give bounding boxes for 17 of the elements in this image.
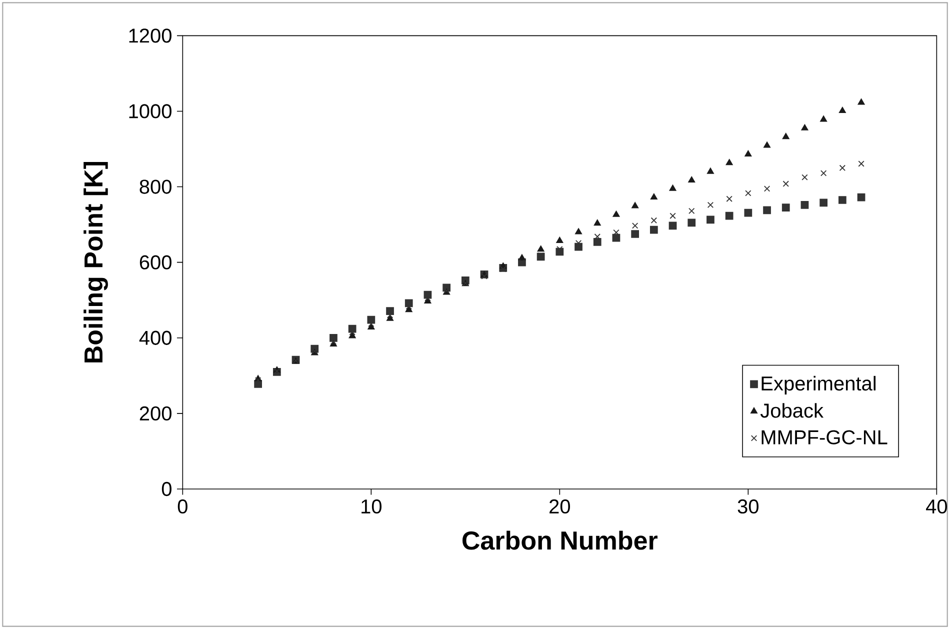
legend-label: MMPF-GC-NL	[762, 430, 888, 444]
x-axis-title: Carbon Number	[462, 530, 658, 550]
y-tick-label: 400	[139, 330, 172, 345]
y-tick-label: 1200	[129, 28, 172, 43]
legend-label: Experimental	[762, 376, 876, 395]
y-tick-label: 0	[162, 482, 172, 496]
y-tick-label: 1000	[129, 104, 172, 118]
y-tick-label: 800	[140, 180, 172, 194]
x-tick-label: 30	[738, 499, 758, 514]
x-tick-label: 10	[362, 499, 382, 514]
legend-label: Joback	[760, 403, 824, 418]
y-tick-label: 600	[140, 255, 172, 270]
x-tick-label: 40	[926, 499, 947, 514]
y-axis-title: Boiling Point [K]	[84, 162, 108, 362]
x-tick-label: 20	[550, 499, 570, 514]
x-tick-label: 0	[178, 499, 188, 514]
y-tick-label: 200	[140, 406, 172, 421]
